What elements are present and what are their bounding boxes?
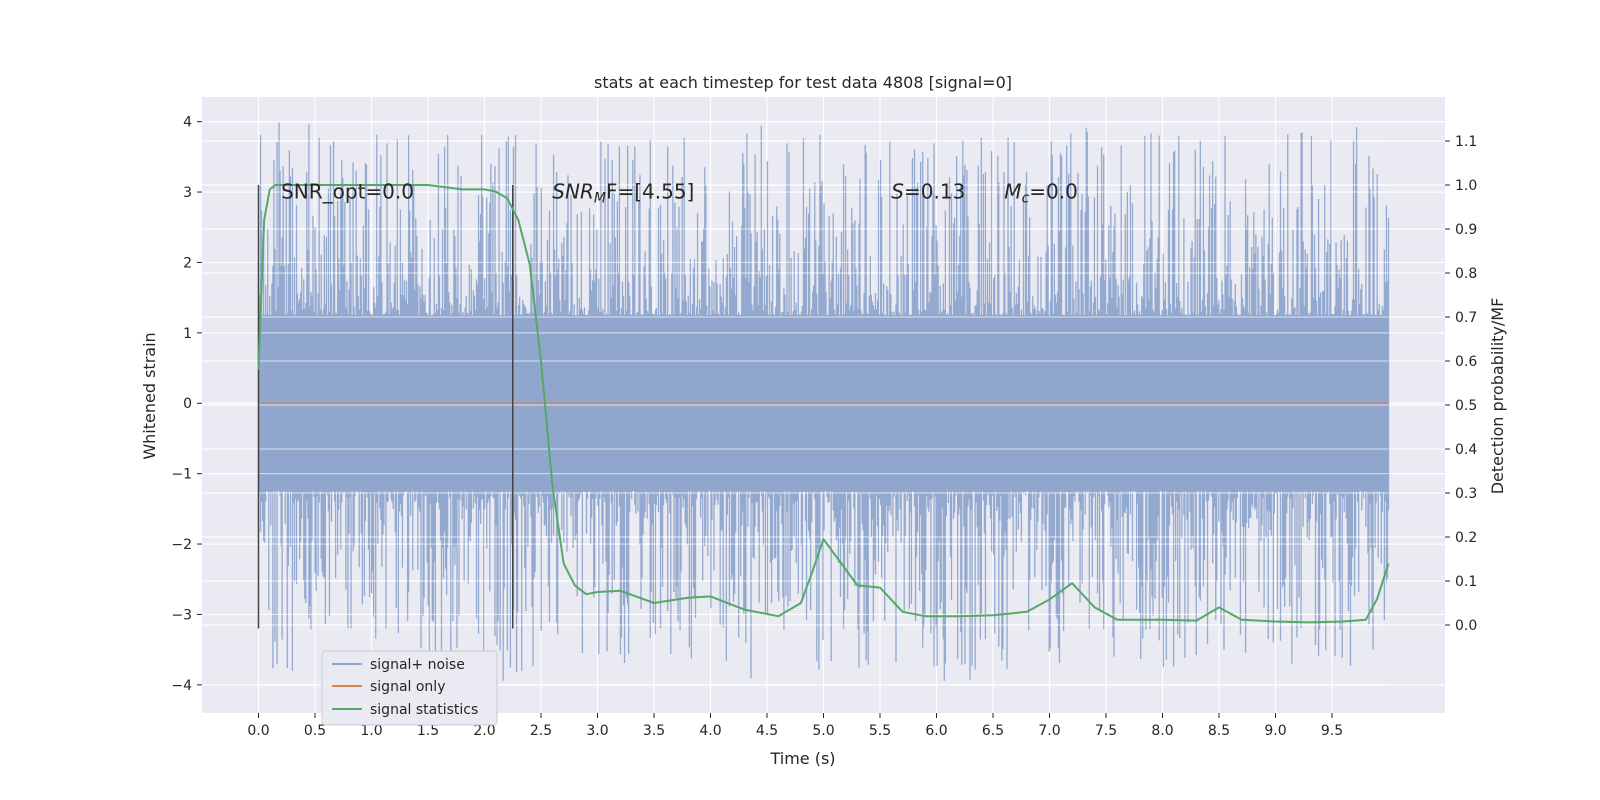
x-tick-label-18: 9.0 (1264, 723, 1286, 739)
x-tick-label-16: 8.0 (1151, 723, 1173, 739)
x-tick-label-6: 3.0 (586, 723, 608, 739)
x-tick-label-19: 9.5 (1321, 723, 1343, 739)
legend-box (321, 650, 498, 726)
y-axis-left-label: Whitened strain (140, 332, 159, 459)
x-tick-label-7: 3.5 (643, 723, 665, 739)
x-tick-label-8: 4.0 (699, 723, 721, 739)
annotation-1: SNRMF=[4.55] (552, 180, 694, 207)
x-axis-ticks: 0.0 0.5 1.0 1.5 2.0 2.5 3.0 3.5 4.0 4.5 5.0 5.5 6.0 6… (247, 713, 1343, 739)
x-tick-label-10: 5.0 (812, 723, 834, 739)
x-tick-label-14: 7.0 (1038, 723, 1060, 739)
x-tick-label-1: 0.5 (304, 723, 326, 739)
signal-statistics-line (257, 184, 1390, 624)
yr-tick-label-6: 0.5 (1455, 398, 1477, 414)
annotation-2: S=0.13 (891, 180, 965, 204)
legend-entry-noise: signal+ noise (370, 657, 465, 673)
yr-tick-label-0: 1.1 (1455, 134, 1477, 150)
yl-tick-label-8: −4 (171, 678, 192, 694)
legend: signal+ noise signal only signal statist… (321, 650, 498, 726)
yl-tick-label-4: 0 (183, 396, 192, 412)
annotation-0: SNR_opt=0.0 (281, 180, 414, 204)
legend-entry-signal: signal only (370, 679, 445, 695)
yr-tick-label-5: 0.6 (1455, 354, 1477, 370)
yr-tick-label-1: 1.0 (1455, 178, 1477, 194)
yl-tick-label-5: −1 (171, 467, 192, 483)
x-tick-label-0: 0.0 (247, 723, 269, 739)
y-axis-right-label: Detection probability/MF (1488, 298, 1507, 495)
x-axis-label: Time (s) (769, 749, 835, 768)
x-tick-label-15: 7.5 (1095, 723, 1117, 739)
annotations: SNR_opt=0.0 SNRMF=[4.55] S=0.13 Mc=0.0 (281, 180, 1078, 207)
x-tick-label-5: 2.5 (530, 723, 552, 739)
yl-tick-label-2: 2 (183, 255, 192, 271)
x-tick-label-11: 5.5 (869, 723, 891, 739)
x-tick-label-12: 6.0 (925, 723, 947, 739)
yr-tick-label-10: 0.1 (1455, 574, 1477, 590)
vertical-markers (257, 185, 514, 629)
yl-tick-label-6: −2 (171, 537, 192, 553)
yr-tick-label-2: 0.9 (1455, 222, 1477, 238)
y-axis-left-ticks: 4 3 2 1 0 −1 −2 −3 −4 (171, 115, 202, 694)
yl-tick-label-1: 3 (183, 185, 192, 201)
x-tick-label-13: 6.5 (982, 723, 1004, 739)
chart-title: stats at each timestep for test data 480… (594, 73, 1012, 92)
x-tick-label-2: 1.0 (360, 723, 382, 739)
yr-tick-label-7: 0.4 (1455, 442, 1477, 458)
yr-tick-label-11: 0.0 (1455, 618, 1477, 634)
yr-tick-label-4: 0.7 (1455, 310, 1477, 326)
yl-tick-label-3: 1 (183, 326, 192, 342)
yr-tick-label-3: 0.8 (1455, 266, 1477, 282)
legend-entry-stats: signal statistics (370, 702, 478, 718)
x-tick-label-3: 1.5 (417, 723, 439, 739)
yr-tick-label-9: 0.2 (1455, 530, 1477, 546)
y-axis-right-ticks: 1.1 1.0 0.9 0.8 0.7 0.6 0.5 0.4 0.3 0.2 0.1 0.0 (1445, 134, 1477, 634)
yl-tick-label-0: 4 (183, 115, 192, 131)
annotation-3: Mc=0.0 (1004, 180, 1078, 207)
x-tick-label-4: 2.0 (473, 723, 495, 739)
x-tick-label-9: 4.5 (756, 723, 778, 739)
x-tick-label-17: 8.5 (1208, 723, 1230, 739)
yr-tick-label-8: 0.3 (1455, 486, 1477, 502)
yl-tick-label-7: −3 (171, 607, 192, 623)
